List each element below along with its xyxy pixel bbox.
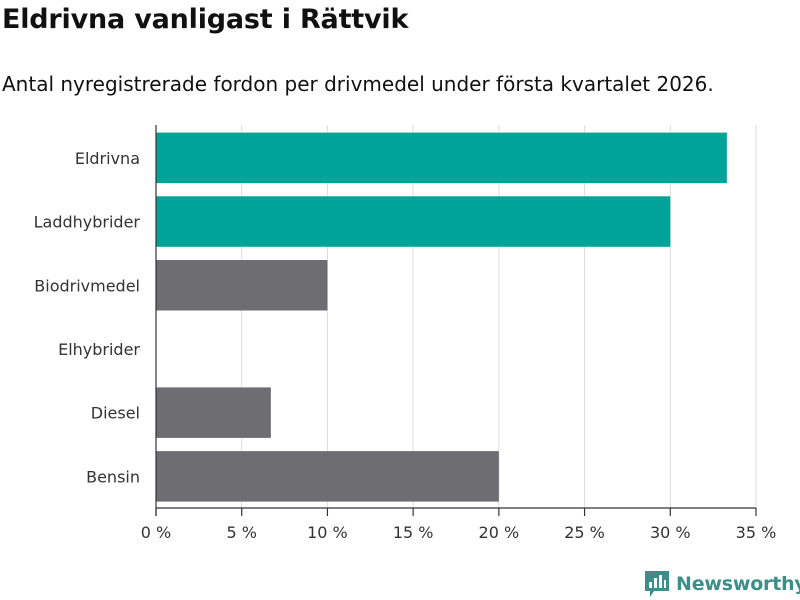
x-tick-label: 35 %: [736, 523, 777, 542]
category-label: Laddhybrider: [34, 213, 141, 232]
category-label: Elhybrider: [58, 340, 140, 359]
chart-subtitle: Antal nyregistrerade fordon per drivmede…: [2, 72, 714, 96]
bar-biodrivmedel: [156, 260, 328, 311]
bar-eldrivna: [156, 132, 727, 184]
x-tick-label: 20 %: [479, 523, 520, 542]
x-tick-label: 5 %: [226, 523, 256, 542]
x-tick-label: 10 %: [307, 523, 348, 542]
x-tick-label: 25 %: [564, 523, 605, 542]
category-label: Biodrivmedel: [34, 276, 140, 295]
x-tick-label: 0 %: [141, 523, 171, 542]
bar-laddhybrider: [156, 196, 671, 247]
category-label: Eldrivna: [75, 149, 140, 168]
chart-title: Eldrivna vanligast i Rättvik: [2, 4, 409, 35]
brand-name: Newsworthy: [676, 573, 800, 595]
x-tick-label: 30 %: [650, 523, 691, 542]
bar-chart: Eldrivna Laddhybrider Biodrivmedel Elhybrid…: [34, 125, 777, 542]
bar-diesel: [156, 387, 271, 438]
category-label: Diesel: [91, 404, 140, 423]
category-label: Bensin: [86, 467, 140, 486]
newsworthy-branding: Newsworthy: [644, 570, 800, 598]
x-tick-label: 15 %: [393, 523, 434, 542]
newsworthy-logo-icon: [645, 571, 669, 597]
bar-bensin: [156, 451, 499, 502]
